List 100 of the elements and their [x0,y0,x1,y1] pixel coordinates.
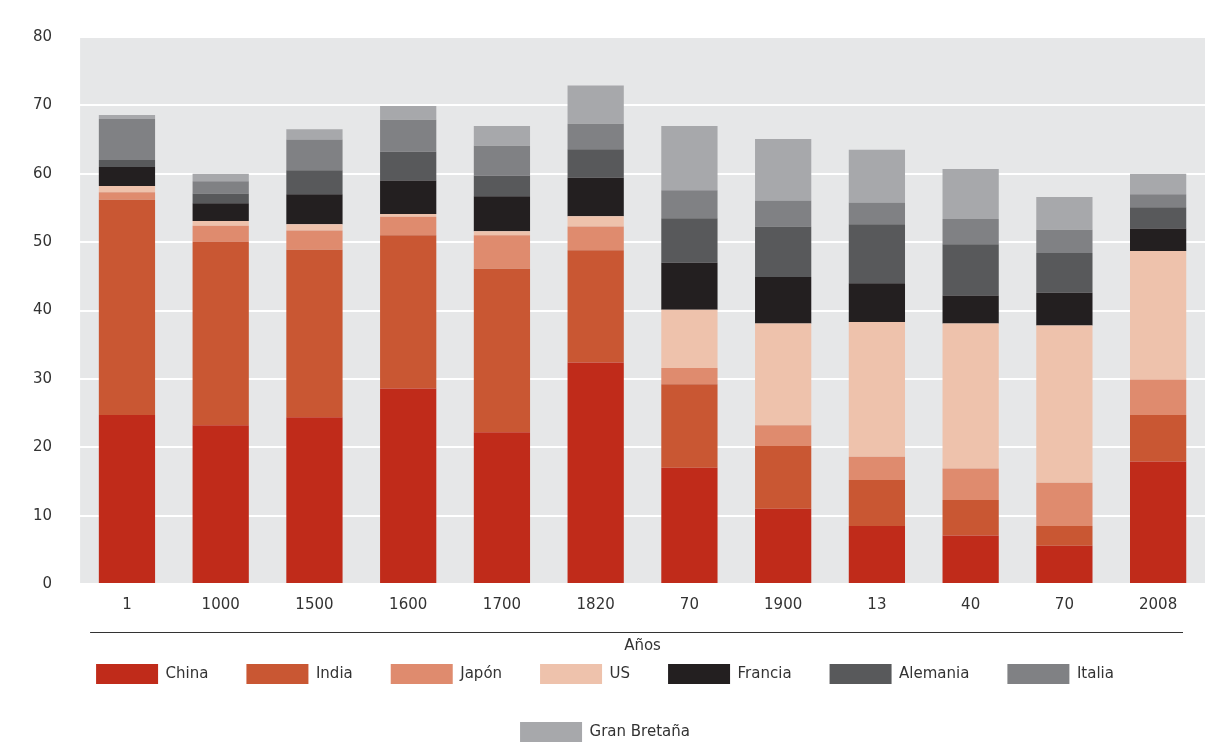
bar [192,193,249,204]
bar [380,151,437,181]
bar [380,235,437,389]
bar [567,85,624,124]
bar [755,508,812,583]
legend-label: Japón [459,663,503,682]
y-tick-label: 60 [32,163,53,182]
bar [755,138,812,201]
bar [192,203,249,221]
bar [567,177,624,217]
bar [286,230,343,250]
bar [942,244,999,296]
bar [286,249,343,418]
bar [98,415,156,583]
bar [661,125,718,191]
bar [567,123,624,150]
bar [848,525,906,583]
bar [98,186,156,193]
legend-label: Alemania [899,663,970,682]
bar [661,262,718,310]
bar [1036,545,1093,583]
bar [661,218,718,263]
bar [286,139,343,171]
x-tick-label: 40 [961,594,981,613]
bar [661,384,718,468]
bar [942,218,999,245]
bar [942,535,999,583]
bar [567,226,624,251]
bar [1130,173,1187,195]
bar [848,224,906,284]
legend-label: Francia [737,663,792,682]
bar [473,231,531,236]
bar [567,216,624,227]
bar [942,168,999,219]
bar [286,194,343,225]
bar [1130,379,1187,416]
bar [942,468,999,500]
bar [1130,415,1187,462]
bar [848,202,906,225]
bar [192,173,249,182]
x-tick-label: 13 [867,594,887,613]
bar [380,216,437,236]
x-tick-label: 1700 [482,594,522,613]
bar [286,170,343,195]
legend-label: China [165,663,209,682]
bar [98,119,156,161]
legend-label: Gran Bretaña [589,721,690,740]
x-tick-label: 1600 [389,594,428,613]
legend-label: India [315,663,353,682]
bar [286,224,343,231]
bar [473,175,531,197]
legend-label: US [609,663,631,682]
bar [192,225,249,242]
bar [848,322,906,457]
bar [942,323,999,469]
x-tick-label: 70 [1054,594,1074,613]
x-tick-label: 1900 [764,594,803,613]
bar [661,190,718,219]
y-tick-label: 80 [32,26,53,45]
bar [942,295,999,324]
bar [192,181,249,194]
bar [755,445,812,509]
bar [848,149,906,203]
y-tick-label: 50 [32,232,53,251]
bar [848,283,906,323]
bar [1130,194,1187,208]
y-tick-label: 30 [32,368,53,387]
bar [98,114,156,120]
x-tick-label: 2008 [1139,594,1178,613]
bar [286,129,343,140]
bar [755,425,812,446]
bar [755,323,812,426]
bar [567,362,624,583]
bar [1036,292,1093,326]
bar [1130,461,1187,583]
bar [380,119,437,152]
bar [98,160,156,167]
bar [567,149,624,178]
x-tick-label: 1 [122,594,132,613]
bar [1036,525,1093,546]
bar [848,456,906,481]
bar [473,235,531,269]
bar [98,192,156,200]
bar [661,309,718,368]
bar [1130,251,1187,380]
bar [473,196,531,232]
bar [98,166,156,187]
x-tick-label: 70 [679,594,699,613]
bar [286,417,343,583]
bar [755,277,812,324]
bar [192,425,249,583]
bar [755,200,812,227]
bar [98,199,156,416]
bar [473,125,531,146]
bar [192,241,249,426]
bar [1130,207,1187,229]
x-tick-label: 1000 [201,594,240,613]
bar [942,499,999,536]
bar [1036,325,1093,483]
bar [848,480,906,526]
